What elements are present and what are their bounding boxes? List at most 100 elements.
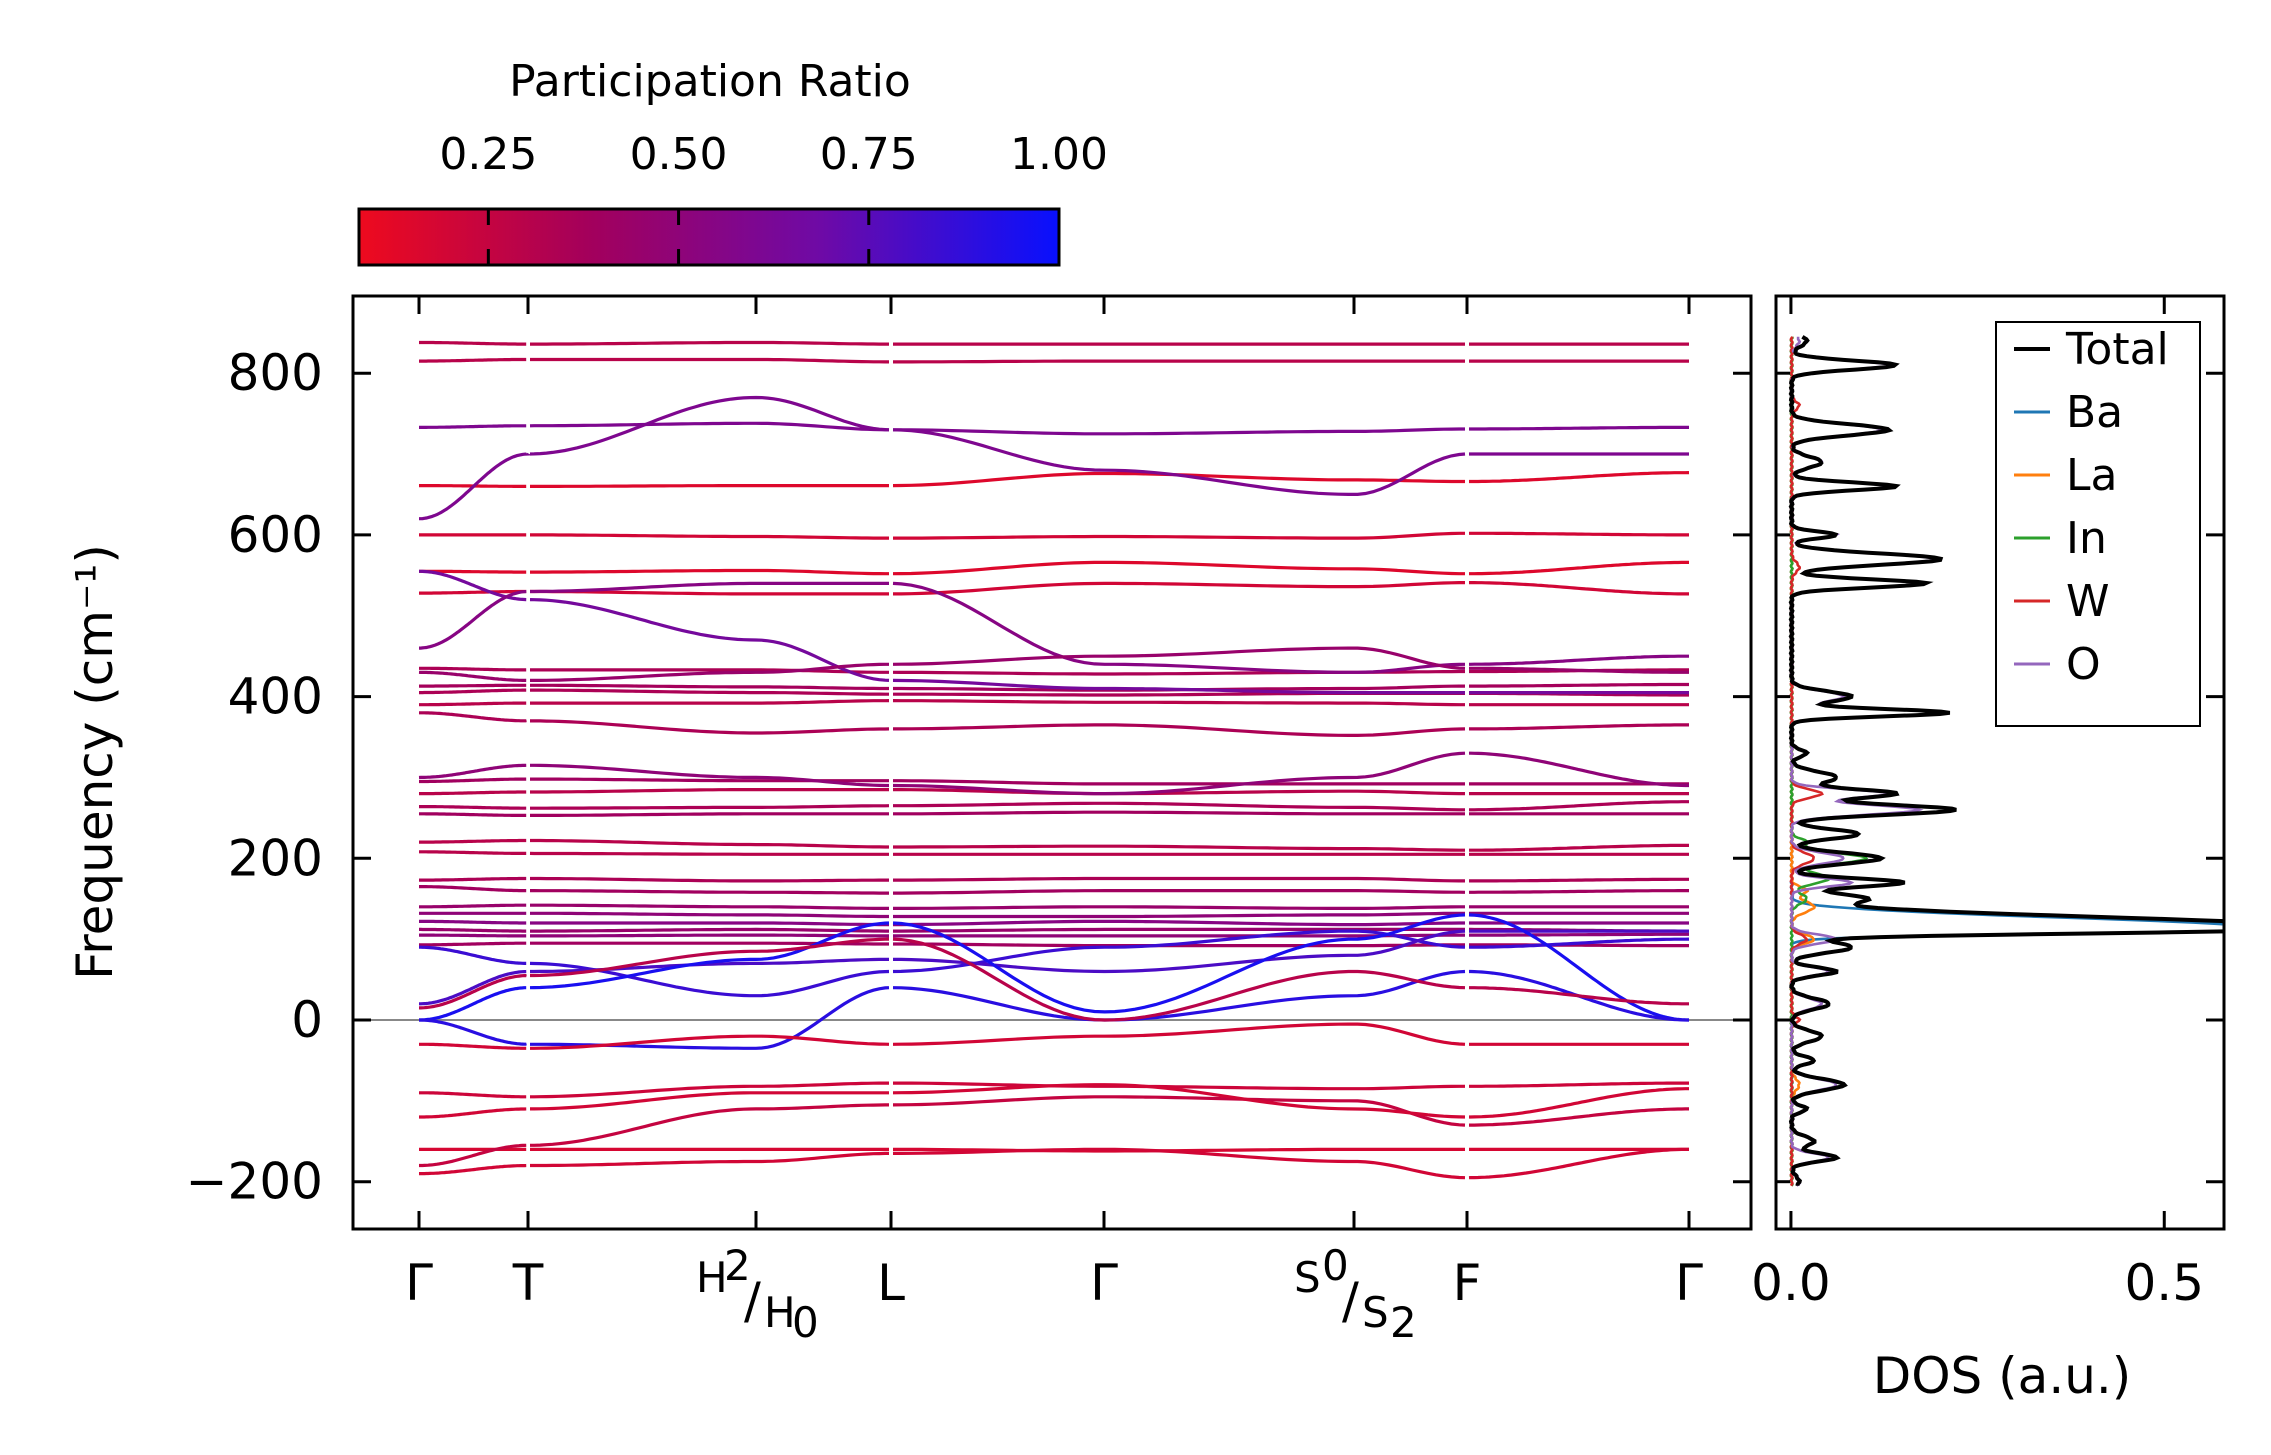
x-tick-label-bottom-sub: 0 — [792, 1298, 819, 1347]
y-tick-label: 200 — [228, 829, 323, 887]
colorbar-tick-label: 0.50 — [630, 129, 728, 180]
x-tick-label-top: S — [1294, 1253, 1321, 1302]
flat-band-7-segment-1 — [530, 683, 889, 691]
flat-band-2-segment-1 — [530, 484, 889, 488]
flat-band-7-segment-0 — [419, 683, 527, 688]
flat-band-0-segment-0 — [419, 340, 527, 346]
x-tick-label-bottom: S — [1362, 1288, 1389, 1337]
flat-band-20-segment-0 — [419, 919, 527, 925]
legend-label-ba: Ba — [2066, 387, 2123, 438]
flat-band-24-segment-3 — [1469, 1081, 1689, 1088]
dispersive-band-4-segment-2 — [892, 646, 1466, 670]
dispersive-band-9-segment-1 — [529, 921, 890, 990]
flat-band-20-segment-1 — [530, 921, 889, 927]
dispersive-band-1-segment-2 — [892, 428, 1466, 496]
dispersive-band-12-segment-2 — [892, 1022, 1466, 1046]
dispersive-band-9-segment-3 — [1468, 913, 1690, 1022]
colorbar-tick-label: 1.00 — [1010, 129, 1108, 180]
dos-x-tick-label: 0.5 — [2125, 1254, 2205, 1312]
dos-x-ticks: 0.0 0.5 — [1751, 296, 2204, 1312]
dispersive-band-14-segment-1 — [530, 1091, 889, 1111]
dos-curves — [1788, 335, 2224, 1187]
dispersive-band-4-segment-1 — [530, 662, 889, 682]
flat-band-15-segment-0 — [419, 850, 527, 855]
flat-band-24-segment-0 — [419, 1091, 527, 1099]
flat-band-0-segment-1 — [530, 340, 889, 346]
dispersive-band-2-segment-0 — [419, 569, 527, 602]
colorbar-tick-label: 0.25 — [439, 129, 537, 180]
flat-band-17-segment-0 — [419, 885, 527, 893]
flat-band-19-segment-1 — [530, 911, 889, 919]
dos-series-total — [1788, 335, 2224, 1186]
flat-band-14-segment-2 — [893, 844, 1465, 852]
y-axis-label: Frequency (cm⁻¹) — [66, 544, 124, 980]
flat-band-12-segment-1 — [530, 804, 890, 810]
x-tick-label-bottom-sub: 2 — [1390, 1298, 1417, 1347]
flat-band-5-segment-2 — [893, 581, 1465, 596]
dispersive-band-3-segment-2 — [892, 581, 1466, 674]
flat-band-13-segment-1 — [530, 812, 889, 817]
dispersive-band-7-segment-0 — [419, 945, 527, 965]
flat-band-13-segment-2 — [893, 810, 1465, 816]
dispersive-band-1-segment-0 — [419, 452, 533, 521]
flat-band-9-segment-1 — [530, 699, 890, 705]
dos-y-ticks — [1776, 371, 2224, 1184]
dos-axes-frame — [1774, 294, 2226, 1231]
dispersive-band-7-segment-3 — [1469, 937, 1690, 949]
flat-band-5-segment-0 — [419, 589, 527, 595]
colorbar: Participation Ratio 0.25 0.50 0.75 1.00 — [357, 56, 1108, 267]
flat-band-23-segment-2 — [893, 942, 1465, 948]
flat-band-1-segment-2 — [893, 359, 1465, 364]
dispersive-band-15-segment-1 — [530, 1151, 889, 1168]
flat-band-4-segment-3 — [1469, 560, 1689, 576]
dos-series-in — [1789, 336, 1869, 1187]
flat-band-10-segment-0 — [419, 777, 527, 784]
flat-band-18-segment-0 — [419, 903, 527, 909]
dos-panel: 0.0 0.5 DOS (a.u.) Total Ba La In WO — [1751, 294, 2226, 1405]
x-tick-label-compound: S 0/S 2 — [1294, 1241, 1417, 1347]
dispersive-band-0-segment-0 — [419, 424, 527, 429]
flat-band-16-segment-3 — [1469, 877, 1689, 883]
colorbar-tick-label: 0.75 — [820, 129, 918, 180]
colorbar-ticks: 0.25 0.50 0.75 1.00 — [439, 129, 1108, 265]
flat-band-8-segment-1 — [530, 688, 889, 696]
flat-band-8-segment-0 — [419, 688, 527, 695]
flat-band-17-segment-1 — [530, 889, 889, 895]
x-tick-label: Γ — [1675, 1254, 1703, 1312]
flat-band-1-segment-0 — [419, 357, 527, 363]
y-tick-label: 0 — [291, 991, 323, 1049]
dispersive-band-11-segment-1 — [530, 937, 890, 978]
flat-band-20-segment-2 — [893, 919, 1465, 927]
flat-band-7-segment-3 — [1469, 682, 1689, 688]
colorbar-title: Participation Ratio — [509, 56, 911, 107]
flat-band-14-segment-0 — [419, 838, 527, 844]
flat-band-17-segment-3 — [1469, 889, 1689, 894]
dispersive-band-10-segment-2 — [892, 969, 1466, 1022]
colorbar-gradient — [357, 207, 1061, 267]
phonon-bands — [418, 340, 1690, 1180]
flat-band-5-segment-3 — [1469, 581, 1689, 596]
flat-band-24-segment-2 — [893, 1081, 1465, 1091]
flat-band-4-segment-1 — [530, 568, 889, 576]
band-axes-frame — [351, 294, 1753, 1231]
dispersive-band-4-segment-0 — [418, 670, 527, 682]
flat-band-3-segment-1 — [530, 533, 889, 540]
dispersive-band-14-segment-3 — [1469, 1087, 1689, 1119]
flat-band-24-segment-1 — [530, 1081, 889, 1099]
flat-band-21-segment-1 — [530, 927, 889, 933]
flat-band-3-segment-2 — [893, 531, 1465, 540]
dispersive-band-3-segment-3 — [1469, 654, 1689, 666]
dispersive-band-13-segment-1 — [530, 1103, 889, 1147]
dispersive-band-0-segment-3 — [1469, 425, 1689, 431]
x-tick-label: Γ — [405, 1254, 433, 1312]
dispersive-band-8-segment-0 — [419, 969, 527, 1006]
x-tick-label: F — [1453, 1254, 1482, 1312]
legend-label-w: W — [2066, 576, 2110, 627]
flat-band-23-segment-0 — [419, 941, 527, 947]
flat-band-16-segment-1 — [530, 876, 889, 883]
dispersive-band-10-segment-1 — [530, 986, 890, 1050]
flat-band-6-segment-0 — [419, 666, 527, 672]
y-tick-label: 600 — [228, 506, 323, 564]
dispersive-band-10-segment-0 — [419, 1018, 527, 1046]
